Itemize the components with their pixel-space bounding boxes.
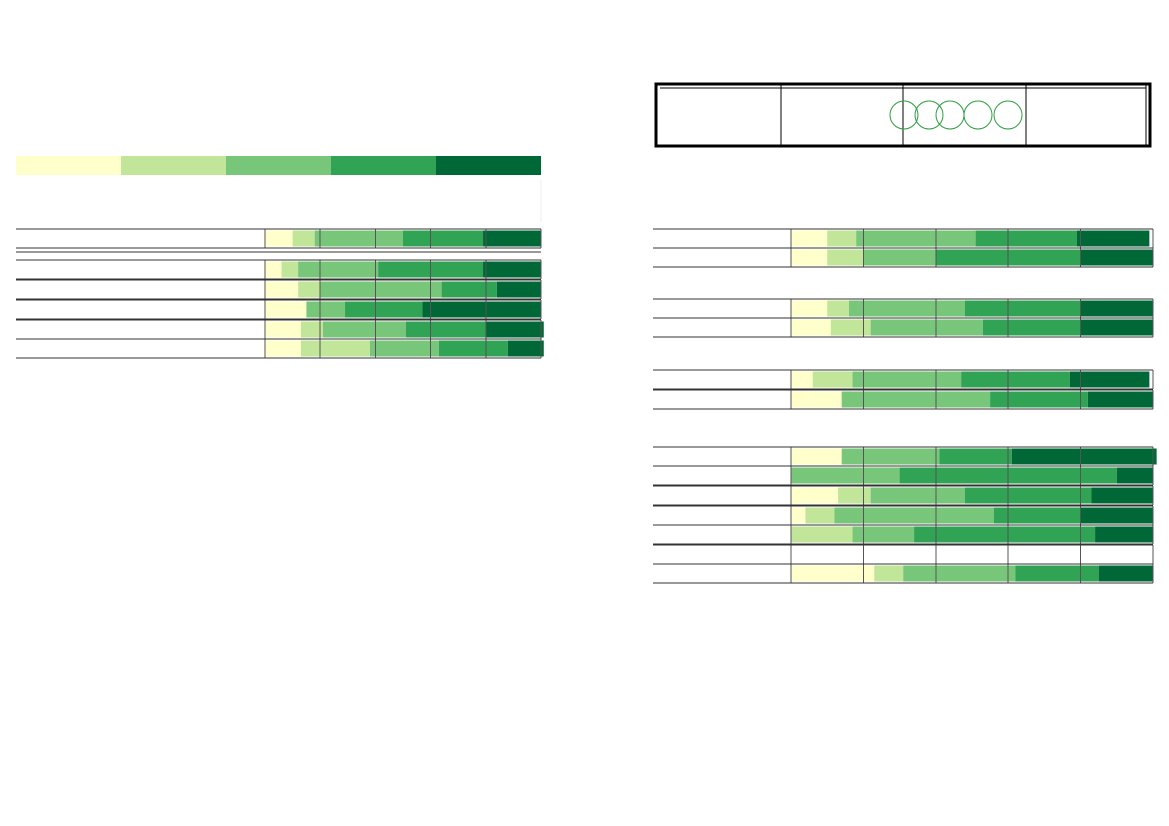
bar-segment — [438, 340, 508, 357]
bar-segment — [993, 507, 1081, 524]
bar-segment — [852, 526, 915, 543]
bar-segment — [507, 340, 544, 357]
bar-segment — [298, 261, 379, 278]
bar-segment — [834, 507, 994, 524]
bar-segment — [791, 565, 875, 582]
bar-segment — [964, 300, 1081, 317]
bar-segment — [306, 301, 346, 318]
bar-segment — [914, 526, 1096, 543]
bar-segment — [961, 371, 1070, 388]
bar-segment — [870, 319, 983, 336]
bar-segment — [320, 281, 442, 298]
bar-segment — [483, 261, 541, 278]
bar-segment — [1011, 448, 1157, 465]
bar-segment — [265, 261, 282, 278]
bar-segment — [830, 319, 871, 336]
bar-segment — [982, 319, 1081, 336]
bar-segment — [791, 249, 828, 266]
bar-segment — [1091, 487, 1153, 504]
bar-segment — [791, 467, 900, 484]
bar-segment — [812, 371, 853, 388]
bar-segment — [990, 391, 1088, 408]
bar-segment — [791, 526, 853, 543]
legend-swatch — [121, 156, 226, 175]
bar-segment — [791, 487, 839, 504]
bar-segment — [1015, 565, 1099, 582]
header-box — [654, 82, 1152, 148]
bar-segment — [852, 371, 962, 388]
bar-segment — [265, 301, 307, 318]
bar-segment — [791, 230, 828, 247]
bar-segment — [856, 230, 976, 247]
bar-segment — [265, 321, 301, 338]
legend-swatch — [226, 156, 331, 175]
bar-segment — [1095, 526, 1153, 543]
bar-segment — [939, 448, 1012, 465]
bar-segment — [791, 391, 842, 408]
bar-segment — [841, 391, 991, 408]
bar-segment — [322, 321, 406, 338]
bar-segment — [298, 281, 321, 298]
bar-segment — [281, 261, 299, 278]
bar-segment — [441, 281, 497, 298]
bar-segment — [369, 340, 439, 357]
bar-segment — [975, 230, 1077, 247]
bar-segment — [265, 340, 301, 357]
bar-segment — [827, 300, 849, 317]
bar-segment — [1098, 565, 1153, 582]
bar-segment — [827, 230, 857, 247]
bar-segment — [265, 230, 293, 247]
bar-segment — [848, 300, 965, 317]
bar-segment — [1116, 467, 1153, 484]
bar-segment — [1080, 300, 1153, 317]
bar-segment — [870, 487, 965, 504]
bar-segment — [485, 321, 544, 338]
bar-segment — [345, 301, 423, 318]
bar-segment — [483, 230, 541, 247]
legend-swatch — [436, 156, 541, 175]
bar-segment — [403, 230, 484, 247]
bar-segment — [903, 565, 1016, 582]
bar-segment — [496, 281, 541, 298]
bar-segment — [791, 448, 842, 465]
bar-segment — [827, 249, 864, 266]
bar-segment — [1080, 319, 1153, 336]
bar-segment — [1076, 230, 1150, 247]
bar-segment — [791, 371, 813, 388]
bar-segment — [791, 300, 828, 317]
bar-segment — [874, 565, 904, 582]
bar-segment — [1087, 391, 1153, 408]
bar-segment — [422, 301, 541, 318]
bar-segment — [838, 487, 871, 504]
bar-segment — [300, 340, 370, 357]
bar-segment — [1069, 371, 1150, 388]
bar-segment — [1080, 249, 1153, 266]
bar-segment — [1080, 507, 1153, 524]
bar-segment — [292, 230, 315, 247]
bar-segment — [805, 507, 835, 524]
bar-segment — [265, 281, 299, 298]
bar-segment — [964, 487, 1092, 504]
legend-swatch — [16, 156, 121, 175]
legend-swatch — [331, 156, 436, 175]
bar-segment — [314, 230, 403, 247]
bar-segment — [841, 448, 940, 465]
bar-segment — [300, 321, 323, 338]
bar-segment — [791, 507, 806, 524]
bar-segment — [791, 319, 831, 336]
bar-segment — [405, 321, 486, 338]
bar-segment — [863, 249, 936, 266]
